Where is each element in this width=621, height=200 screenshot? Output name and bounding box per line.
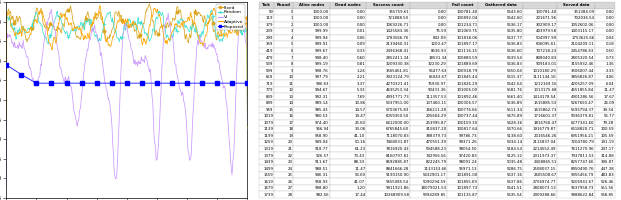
Legend: Fixed, Random, VI, Adaptive, Proposed: Fixed, Random, VI, Adaptive, Proposed [216,4,245,30]
